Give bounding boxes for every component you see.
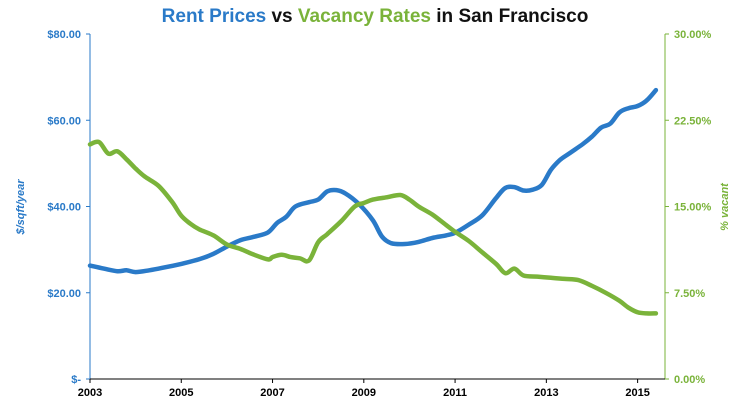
title-part-3: in San Francisco [431, 6, 588, 27]
left-axis-ticks: $- $20.00 $40.00 $60.00 $80.00 [47, 29, 90, 386]
chart-title: Rent Prices vs Vacancy Rates in San Fran… [162, 6, 589, 27]
x-axis-ticks: 2003 2005 2007 2009 2011 2013 2015 [78, 379, 650, 399]
title-part-1: vs [266, 6, 298, 27]
x-tick-label: 2005 [169, 387, 193, 399]
left-tick-label: $80.00 [47, 29, 81, 41]
right-tick-label: 0.00% [674, 374, 705, 386]
left-tick-label: $40.00 [47, 202, 81, 214]
left-axis-label: $/sqft/year [15, 179, 27, 236]
right-tick-label: 30.00% [674, 29, 712, 41]
x-tick-label: 2003 [78, 387, 102, 399]
series-line-rent-prices [87, 87, 659, 275]
title-part-0: Rent Prices [162, 6, 267, 27]
series-layer [87, 87, 659, 316]
right-axis-label: % vacant [719, 182, 731, 231]
x-tick-label: 2007 [260, 387, 284, 399]
left-tick-label: $- [71, 374, 81, 386]
right-tick-label: 15.00% [674, 202, 712, 214]
right-axis-ticks: 0.00% 7.50% 15.00% 22.50% 30.00% [665, 29, 712, 386]
series-line-vacancy-rates [87, 139, 659, 316]
x-tick-label: 2009 [352, 387, 376, 399]
x-tick-label: 2015 [625, 387, 649, 399]
left-tick-label: $20.00 [47, 288, 81, 300]
x-tick-label: 2013 [534, 387, 558, 399]
left-tick-label: $60.00 [47, 115, 81, 127]
right-tick-label: 7.50% [674, 288, 705, 300]
title-part-2: Vacancy Rates [298, 6, 431, 27]
x-tick-label: 2011 [443, 387, 467, 399]
right-tick-label: 22.50% [674, 115, 712, 127]
